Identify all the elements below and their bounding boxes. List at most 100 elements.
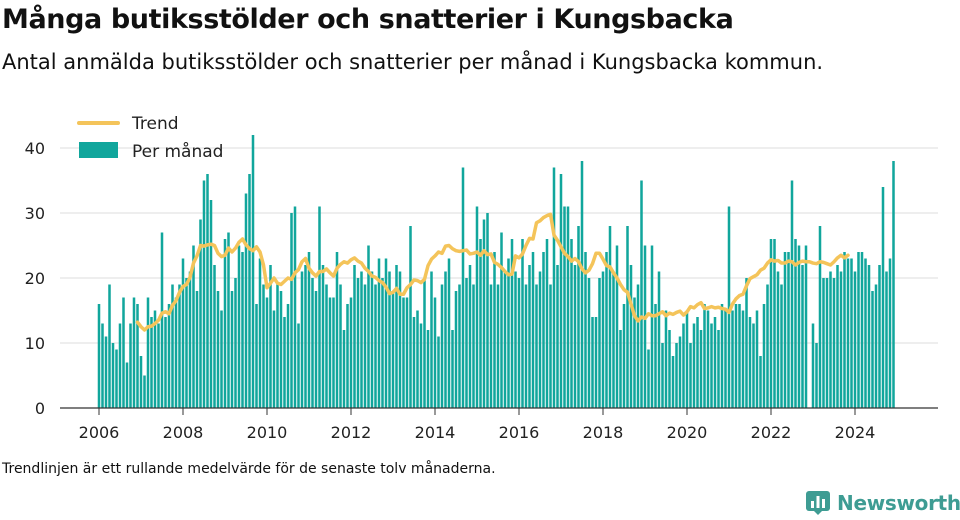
bar (878, 265, 881, 408)
bar (290, 213, 293, 408)
bar (538, 271, 542, 408)
bar (213, 265, 216, 408)
bar (279, 291, 283, 408)
bar (346, 304, 349, 408)
bar (188, 271, 192, 408)
bar (671, 356, 675, 408)
bar (556, 265, 559, 408)
y-tick-label: 0 (35, 399, 45, 418)
bar (552, 167, 556, 408)
bar (377, 258, 381, 408)
chart-icon (806, 491, 830, 515)
bar (451, 330, 454, 408)
bar (370, 271, 374, 408)
bar (181, 258, 185, 408)
bar (566, 206, 570, 408)
brand-logo[interactable]: Newsworthy (805, 490, 960, 516)
bar (790, 180, 794, 408)
bar (216, 291, 220, 408)
y-tick-label: 40 (25, 139, 45, 158)
bar (143, 375, 146, 408)
legend-bars-label: Per månad (132, 141, 223, 162)
footnote: Trendlinjen är ett rullande medelvärde f… (2, 461, 496, 477)
x-tick-label: 2008 (163, 423, 204, 442)
bar (839, 271, 843, 408)
bar (689, 343, 692, 408)
bar (426, 330, 430, 408)
bar (780, 284, 783, 408)
bar (874, 284, 878, 408)
bar (717, 330, 720, 408)
y-tick-label: 20 (25, 269, 45, 288)
bar (493, 252, 496, 408)
bar (304, 265, 307, 408)
bar (437, 336, 440, 408)
bar (818, 226, 822, 408)
bar (384, 258, 388, 408)
bar (248, 174, 251, 408)
bar (675, 343, 678, 408)
bar (444, 271, 447, 408)
bar (846, 258, 850, 408)
bar (97, 304, 101, 408)
bar (881, 187, 885, 408)
bar (710, 323, 713, 408)
trend-line (135, 212, 850, 332)
bar (440, 284, 444, 408)
bar (356, 278, 360, 408)
bar (682, 323, 685, 408)
x-tick-label: 2012 (331, 423, 372, 442)
bar (794, 239, 797, 408)
bar (367, 245, 370, 408)
bar (167, 304, 171, 408)
x-tick-label: 2024 (835, 423, 876, 442)
bar (150, 317, 153, 408)
bar (867, 265, 871, 408)
bar (269, 265, 272, 408)
bar (734, 304, 738, 408)
bar (412, 317, 416, 408)
bar (272, 310, 276, 408)
bar (335, 252, 339, 408)
bar (125, 362, 129, 408)
bar (227, 232, 230, 408)
bar (185, 278, 188, 408)
bar (738, 304, 741, 408)
bar (398, 271, 402, 408)
bar (573, 265, 577, 408)
bar (825, 278, 829, 408)
bar (230, 291, 234, 408)
chart-title: Många butiksstölder och snatterier i Kun… (2, 4, 734, 35)
x-tick-label: 2018 (583, 423, 624, 442)
bar (745, 278, 748, 408)
bar (507, 258, 510, 408)
bar (111, 343, 115, 408)
bar (178, 284, 181, 408)
bar (283, 317, 286, 408)
bars (97, 135, 895, 408)
bar (615, 245, 619, 408)
bar (244, 193, 248, 408)
bar (577, 226, 580, 408)
bar (472, 284, 475, 408)
bar (241, 252, 244, 408)
bar (797, 245, 801, 408)
x-tick-label: 2022 (751, 423, 792, 442)
bar (360, 271, 363, 408)
y-tick-label: 10 (25, 334, 45, 353)
bar (237, 245, 241, 408)
bar (703, 304, 706, 408)
bar (755, 310, 759, 408)
bar (209, 200, 213, 408)
bar (892, 161, 895, 408)
bar (500, 232, 503, 408)
bar (517, 278, 521, 408)
bar (545, 239, 549, 408)
x-tick-label: 2010 (247, 423, 288, 442)
bar (748, 317, 752, 408)
bar (381, 278, 384, 408)
bar (255, 304, 258, 408)
bar (339, 284, 342, 408)
brand-name: Newsworthy (837, 491, 960, 515)
bar (759, 356, 762, 408)
